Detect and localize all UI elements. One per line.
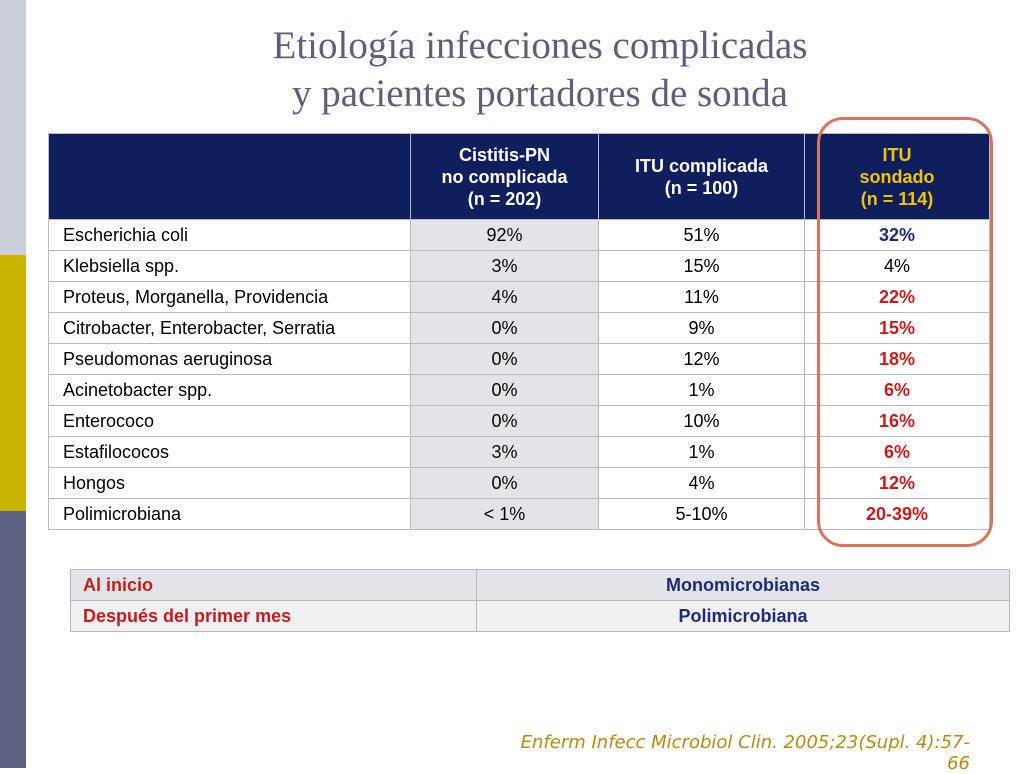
itu-complicada-value: 51% [598,219,805,251]
itu-sondado-value: 18% [804,343,990,375]
etiology-table: Cistitis-PN no complicada (n = 202) ITU co… [48,133,990,530]
organism-name: Pseudomonas aeruginosa [48,343,411,375]
organism-name: Hongos [48,467,411,499]
left-accent-bar [0,0,26,768]
itu-sondado-value: 4% [804,250,990,282]
accent-bar-top [0,0,26,255]
itu-sondado-value: 22% [804,281,990,313]
table-row: Klebsiella spp. 3% 15% 4% [48,250,990,282]
summary-label: Después del primer mes [70,600,477,632]
itu-complicada-value: 1% [598,374,805,406]
header-itu-complicada: ITU complicada (n = 100) [598,133,805,220]
organism-name: Klebsiella spp. [48,250,411,282]
summary-label: Al inicio [70,569,477,601]
itu-complicada-value: 10% [598,405,805,437]
table-row: Citrobacter, Enterobacter, Serratia 0% 9% 1… [48,312,990,344]
cistitis-pn-value: 0% [410,405,599,437]
table-row: Polimicrobiana < 1% 5-10% 20-39% [48,498,990,530]
table-row: Hongos 0% 4% 12% [48,467,990,499]
organism-name: Enterococo [48,405,411,437]
slide-title-line-1: Etiología infecciones complicadas [272,24,808,67]
organism-name: Proteus, Morganella, Providencia [48,281,411,313]
cistitis-pn-value: 0% [410,467,599,499]
organism-name: Polimicrobiana [48,498,411,530]
itu-complicada-value: 1% [598,436,805,468]
summary-value: Monomicrobianas [476,569,1010,601]
summary-table: Al inicio Monomicrobianas Después del pr… [70,569,1010,632]
cistitis-pn-value: 0% [410,374,599,406]
summary-row: Después del primer mes Polimicrobiana [70,600,1010,632]
itu-complicada-value: 15% [598,250,805,282]
cistitis-pn-value: 92% [410,219,599,251]
itu-sondado-value: 6% [804,436,990,468]
itu-complicada-value: 5-10% [598,498,805,530]
table-row: Escherichia coli 92% 51% 32% [48,219,990,251]
summary-row: Al inicio Monomicrobianas [70,569,1010,601]
table-header-row: Cistitis-PN no complicada (n = 202) ITU co… [48,133,990,220]
cistitis-pn-value: 4% [410,281,599,313]
header-itu-complicada-text: ITU complicada (n = 100) [634,155,769,198]
itu-complicada-value: 4% [598,467,805,499]
itu-complicada-value: 9% [598,312,805,344]
itu-sondado-value: 32% [804,219,990,251]
highlight-oval [817,117,993,547]
accent-bar-middle [0,255,26,511]
slide-title: Etiología infecciones complicadas y paci… [120,22,960,118]
table-row: Acinetobacter spp. 0% 1% 6% [48,374,990,406]
summary-value: Polimicrobiana [476,600,1010,632]
itu-sondado-value: 15% [804,312,990,344]
itu-sondado-value: 16% [804,405,990,437]
table-row: Pseudomonas aeruginosa 0% 12% 18% [48,343,990,375]
cistitis-pn-value: < 1% [410,498,599,530]
organism-name: Acinetobacter spp. [48,374,411,406]
slide-title-line-2: y pacientes portadores de sonda [292,72,788,115]
organism-name: Estafilococos [48,436,411,468]
itu-complicada-value: 11% [598,281,805,313]
table-row: Proteus, Morganella, Providencia 4% 11% 22% [48,281,990,313]
itu-complicada-value: 12% [598,343,805,375]
header-itu-sondado: ITU sondado (n = 114) [804,133,990,220]
itu-sondado-value: 20-39% [804,498,990,530]
header-organism [48,133,411,220]
header-cistitis-pn: Cistitis-PN no complicada (n = 202) [410,133,599,220]
header-cistitis-pn-text: Cistitis-PN no complicada (n = 202) [441,144,568,209]
cistitis-pn-value: 0% [410,312,599,344]
organism-name: Escherichia coli [48,219,411,251]
cistitis-pn-value: 3% [410,250,599,282]
organism-name: Citrobacter, Enterobacter, Serratia [48,312,411,344]
header-itu-sondado-text: ITU sondado (n = 114) [859,144,935,209]
cistitis-pn-value: 0% [410,343,599,375]
cistitis-pn-value: 3% [410,436,599,468]
accent-bar-bottom [0,511,26,768]
